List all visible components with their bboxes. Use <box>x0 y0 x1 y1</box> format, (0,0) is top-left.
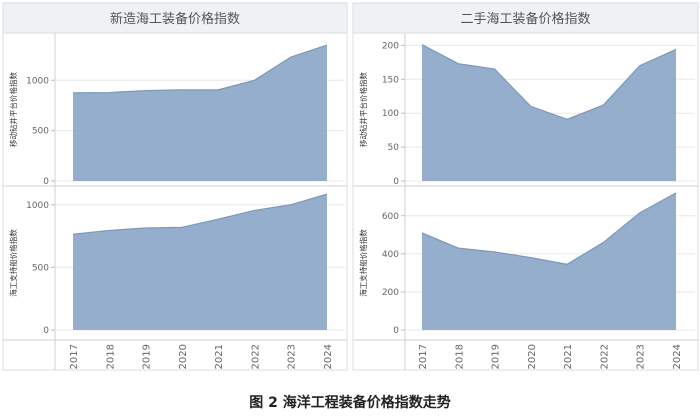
column-frame-2 <box>352 32 699 371</box>
area-series-panel-1 <box>73 45 327 181</box>
column-title-1: 新造海工装备价格指数 <box>110 11 240 27</box>
y-tick-label-4-0: 0 <box>393 326 399 336</box>
area-outline-panel-2 <box>421 44 677 120</box>
y-tick-label-2-150: 150 <box>382 75 399 85</box>
row-label-2-1: 移动钻井平台价格指数 <box>358 72 368 147</box>
area-outline-panel-1 <box>72 44 328 94</box>
area-series-panel-3 <box>73 194 327 330</box>
y-tick-label-2-100: 100 <box>382 109 399 119</box>
x-tick-label-2-2017: 2017 <box>418 344 429 369</box>
x-tick-label-2-2021: 2021 <box>563 344 574 369</box>
panel-title-bar-2 <box>352 2 699 34</box>
x-tick-label-2-2018: 2018 <box>454 344 465 369</box>
x-tick-label-2-2023: 2023 <box>636 344 647 369</box>
x-tick-label-2-2019: 2019 <box>491 344 502 369</box>
column-title-2: 二手海工装备价格指数 <box>460 11 590 27</box>
area-outline-panel-3 <box>72 193 328 235</box>
y-tick-label-3-0: 0 <box>43 326 49 336</box>
y-tick-label-4-200: 200 <box>382 288 399 298</box>
y-tick-label-3-1000: 1000 <box>26 201 49 211</box>
x-tick-label-1-2024: 2024 <box>323 344 334 369</box>
x-tick-label-1-2021: 2021 <box>214 344 225 369</box>
y-tick-label-2-200: 200 <box>382 41 399 51</box>
x-tick-label-2-2020: 2020 <box>527 344 538 369</box>
panel-title-bar-1 <box>2 2 348 34</box>
row-label-1-2: 海工支持船价格指数 <box>8 229 18 297</box>
x-tick-label-1-2019: 2019 <box>142 344 153 369</box>
figure-caption: 图 2 海洋工程装备价格指数走势 <box>249 395 451 411</box>
y-tick-label-2-50: 50 <box>388 143 400 153</box>
y-tick-label-4-400: 400 <box>382 250 399 260</box>
x-tick-label-2-2024: 2024 <box>672 344 683 369</box>
column-frame-1 <box>2 32 348 371</box>
chart-figure: 新造海工装备价格指数 2017 2018 2019 2020 2021 2022 2023 20… <box>2 2 699 371</box>
x-tick-label-2-2022: 2022 <box>599 344 610 369</box>
row-label-2-2: 海工支持船价格指数 <box>358 229 368 297</box>
x-tick-label-1-2022: 2022 <box>250 344 261 369</box>
x-tick-label-1-2020: 2020 <box>178 344 189 369</box>
y-tick-label-4-600: 600 <box>382 212 399 222</box>
area-outline-panel-4 <box>421 192 677 265</box>
x-tick-label-1-2017: 2017 <box>69 344 80 369</box>
y-tick-label-2-0: 0 <box>393 177 399 187</box>
y-tick-label-1-0: 0 <box>43 177 49 187</box>
x-tick-label-1-2023: 2023 <box>287 344 298 369</box>
x-tick-label-1-2018: 2018 <box>105 344 116 369</box>
y-tick-label-3-500: 500 <box>32 263 49 273</box>
y-tick-label-1-500: 500 <box>32 127 49 137</box>
y-tick-label-1-1000: 1000 <box>26 76 49 86</box>
row-label-1-1: 移动钻井平台价格指数 <box>8 72 18 147</box>
